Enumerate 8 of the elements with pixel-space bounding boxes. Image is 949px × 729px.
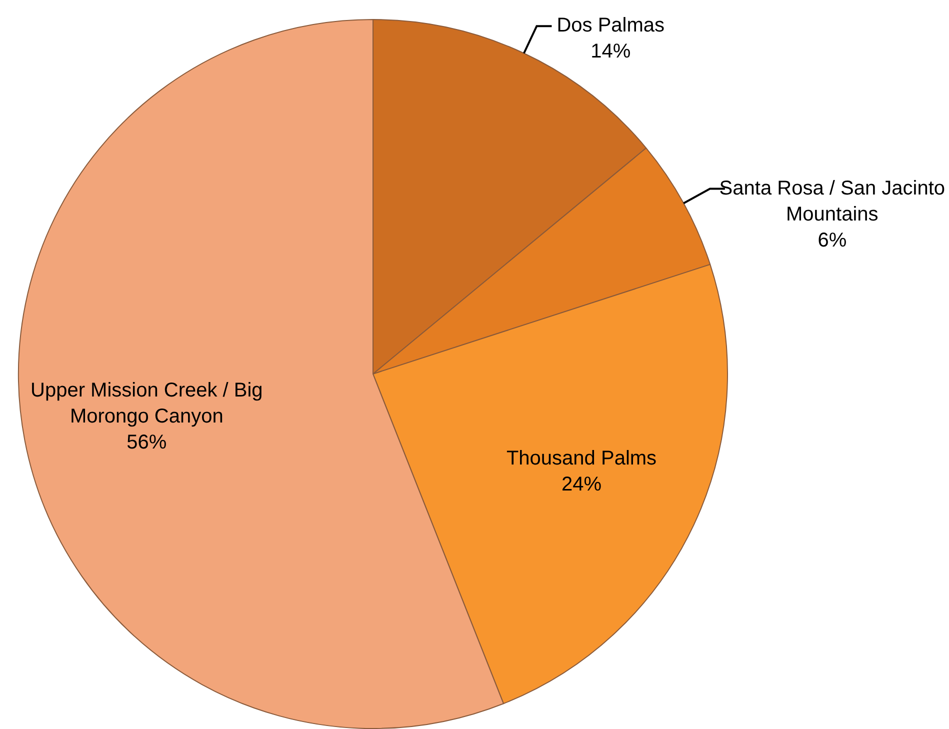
data-label: 56% — [126, 432, 167, 454]
slice-label: Santa Rosa / San Jacinto Mountains — [719, 177, 946, 226]
slice-label: Dos Palmas — [556, 14, 665, 37]
data-label: 24% — [561, 474, 602, 496]
slice-label: Upper Mission Creek / Big Morongo Canyon — [30, 380, 263, 428]
data-label: 14% — [590, 40, 631, 63]
slice-label: Thousand Palms — [506, 448, 657, 470]
data-label: 6% — [818, 229, 847, 252]
